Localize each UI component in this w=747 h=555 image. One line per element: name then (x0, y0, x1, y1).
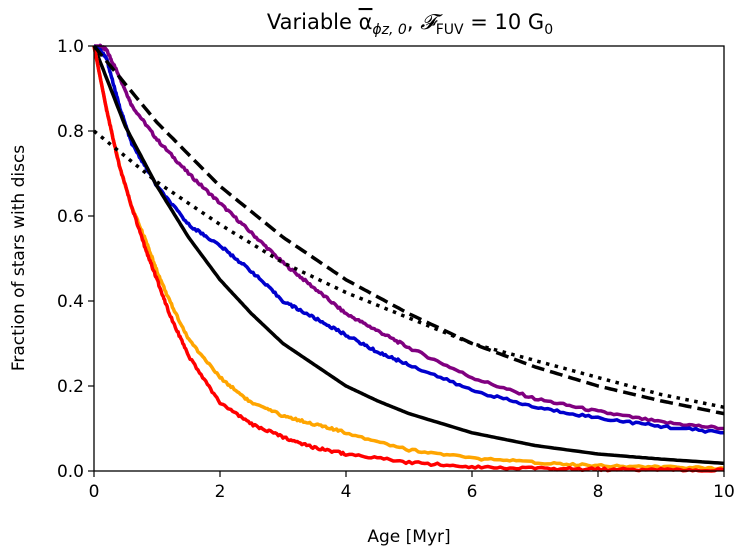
series-layer (92, 43, 725, 473)
x-axis-label: Age [Myr] (367, 527, 450, 547)
x-tick-label: 8 (593, 482, 604, 502)
title-alpha: α (359, 10, 373, 34)
title-alpha-sub: ϕz, 0 (372, 22, 406, 38)
ticks-layer: 0 2 4 6 8 10 0.0 0.2 0.4 0.6 0.8 1.0 (57, 37, 735, 502)
y-axis-label: Fraction of stars with discs (9, 145, 29, 371)
title-equals: = 10 G (464, 10, 545, 34)
axes-frame (93, 45, 725, 472)
x-tick-label: 6 (467, 482, 478, 502)
series-line-dashed (92, 44, 725, 416)
y-tick-label: 0.0 (57, 462, 84, 482)
title-lead: Variable (267, 10, 359, 34)
y-tick-label: 0.8 (57, 122, 84, 142)
chart-title: Variable αϕz, 0, 𝓕FUV = 10 G0 (267, 10, 553, 38)
title-flux-sub: FUV (436, 22, 464, 38)
x-tick-label: 4 (341, 482, 352, 502)
series-line-blue (92, 44, 724, 435)
y-tick-label: 1.0 (57, 37, 84, 57)
title-g-sub: 0 (544, 22, 553, 38)
y-tick-label: 0.2 (57, 377, 84, 397)
x-tick-label: 0 (89, 482, 100, 502)
y-tick-label: 0.6 (57, 207, 84, 227)
series-line-red (92, 45, 725, 473)
x-tick-label: 10 (713, 482, 735, 502)
x-tick-label: 2 (215, 482, 226, 502)
title-comma: , (407, 10, 420, 34)
series-line-black (92, 45, 725, 466)
y-tick-label: 0.4 (57, 292, 84, 312)
series-line-orange (92, 45, 725, 472)
